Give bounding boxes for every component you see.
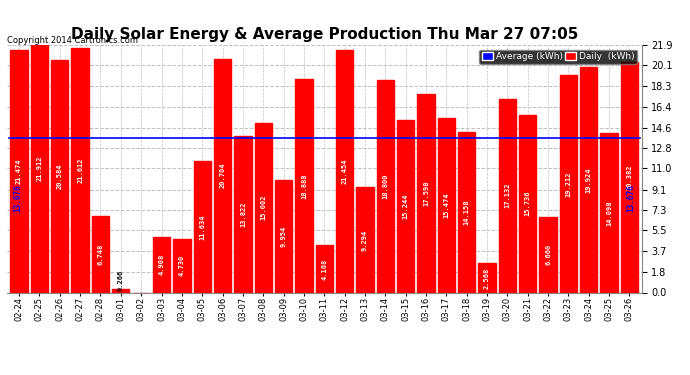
Text: 15.474: 15.474 (444, 192, 449, 218)
Text: 9.954: 9.954 (281, 226, 286, 247)
Text: 20.584: 20.584 (57, 164, 63, 189)
Text: 21.612: 21.612 (77, 158, 83, 183)
Text: 4.908: 4.908 (159, 254, 164, 275)
Text: 15.002: 15.002 (260, 195, 266, 220)
Text: 20.382: 20.382 (627, 165, 633, 190)
Text: 13.822: 13.822 (240, 202, 246, 227)
Text: 19.924: 19.924 (586, 167, 592, 193)
Text: 21.474: 21.474 (16, 158, 22, 184)
Bar (519, 115, 536, 292)
Bar (315, 245, 333, 292)
Text: 9.294: 9.294 (362, 230, 368, 251)
Text: 2.568: 2.568 (484, 267, 490, 289)
Bar (458, 132, 475, 292)
Bar (153, 237, 170, 292)
Bar (560, 75, 577, 292)
Bar (437, 118, 455, 292)
Bar (397, 120, 414, 292)
Bar (92, 216, 109, 292)
Bar (173, 239, 190, 292)
Text: 4.730: 4.730 (179, 255, 185, 276)
Bar (255, 123, 272, 292)
Bar (478, 264, 495, 292)
Text: Copyright 2014 Cartronics.com: Copyright 2014 Cartronics.com (7, 36, 138, 45)
Bar (417, 94, 435, 292)
Text: 15.736: 15.736 (525, 191, 531, 216)
Bar (621, 62, 638, 292)
Bar (336, 50, 353, 292)
Text: 4.168: 4.168 (322, 258, 327, 280)
Text: 18.800: 18.800 (382, 174, 388, 199)
Bar (295, 79, 313, 292)
Bar (51, 60, 68, 292)
Text: 13.676: 13.676 (626, 184, 635, 212)
Bar (356, 188, 374, 292)
Text: 13.676: 13.676 (14, 184, 23, 212)
Bar (194, 161, 211, 292)
Text: 18.888: 18.888 (301, 173, 307, 198)
Text: 14.098: 14.098 (606, 200, 612, 226)
Text: 20.704: 20.704 (219, 163, 226, 188)
Text: 15.244: 15.244 (403, 194, 408, 219)
Bar (214, 58, 231, 292)
Bar (235, 136, 252, 292)
Bar (540, 217, 557, 292)
Legend: Average (kWh), Daily  (kWh): Average (kWh), Daily (kWh) (480, 50, 637, 64)
Bar (275, 180, 293, 292)
Bar (72, 48, 89, 292)
Bar (31, 45, 48, 292)
Text: 21.912: 21.912 (37, 156, 43, 182)
Title: Daily Solar Energy & Average Production Thu Mar 27 07:05: Daily Solar Energy & Average Production … (70, 27, 578, 42)
Bar (580, 68, 598, 292)
Text: 6.748: 6.748 (97, 244, 104, 265)
Bar (377, 80, 394, 292)
Text: 6.660: 6.660 (545, 244, 551, 266)
Bar (499, 99, 516, 292)
Bar (600, 133, 618, 292)
Text: 11.634: 11.634 (199, 214, 205, 240)
Bar (112, 290, 130, 292)
Text: 0.266: 0.266 (118, 270, 124, 291)
Text: 19.212: 19.212 (565, 171, 571, 197)
Text: 14.158: 14.158 (464, 200, 470, 225)
Bar (10, 50, 28, 292)
Text: 21.454: 21.454 (342, 159, 348, 184)
Text: 17.132: 17.132 (504, 183, 511, 209)
Text: 17.598: 17.598 (423, 180, 429, 206)
